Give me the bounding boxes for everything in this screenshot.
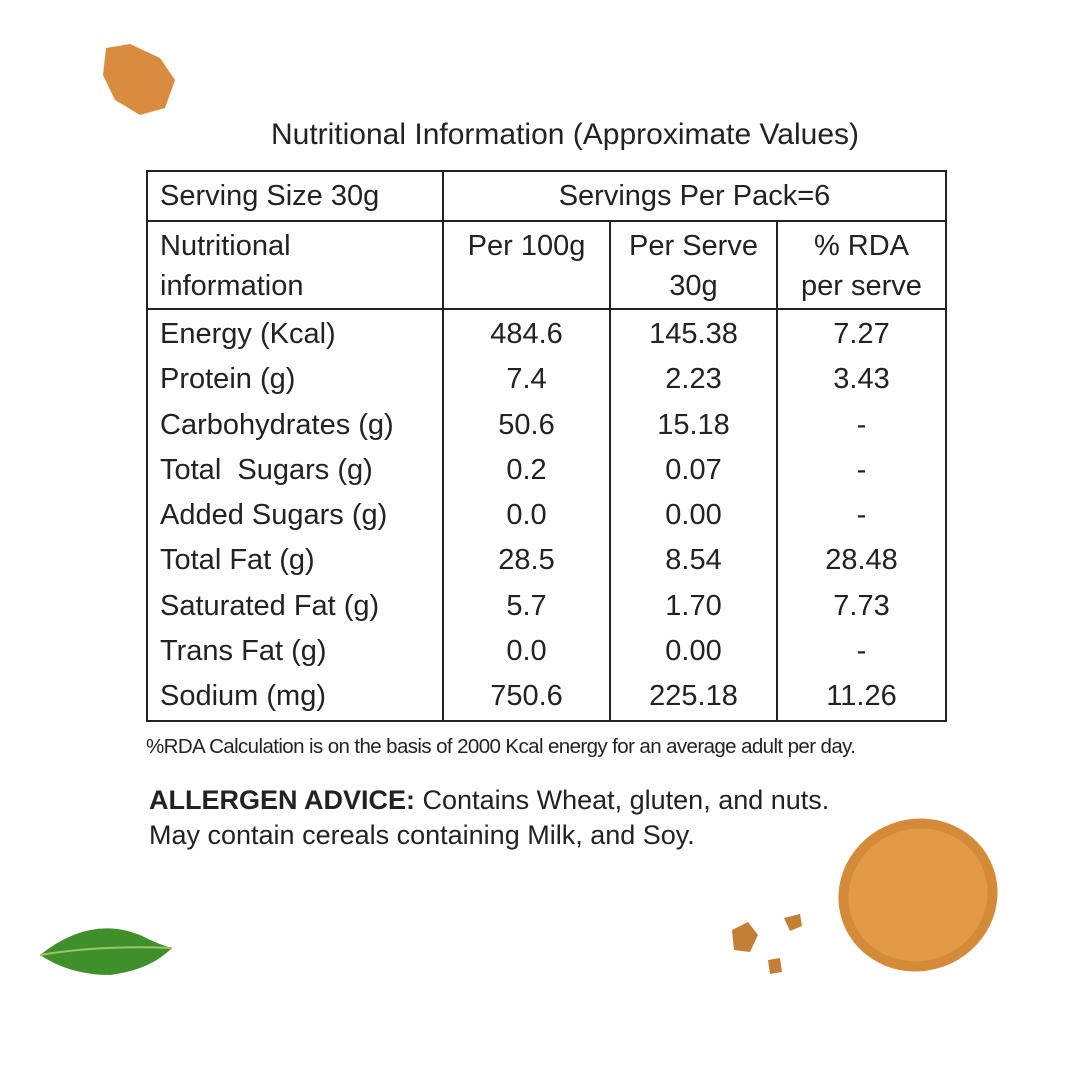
top-row: Serving Size 30g Servings Per Pack=6: [146, 170, 947, 222]
value-cell: 0.00: [609, 629, 778, 675]
value-cell: 750.6: [442, 674, 611, 722]
leaf-vein: [39, 946, 173, 956]
serving-size: Serving Size 30g: [146, 170, 444, 222]
footnote: %RDA Calculation is on the basis of 2000…: [146, 735, 856, 758]
data-row: Trans Fat (g) 0.0 0.00-: [146, 629, 947, 675]
value-cell: 225.18: [609, 674, 778, 722]
nutrient-name: Carbohydrates (g): [146, 402, 444, 448]
header-text: Per Serve: [629, 230, 758, 262]
header-text: 30g: [669, 270, 718, 302]
value-cell: 0.07: [609, 447, 778, 494]
value-cell: -: [776, 629, 947, 675]
header-cell: Per Serve 30g: [609, 220, 778, 310]
data-row: Carbohydrates (g) 50.6 15.18-: [146, 402, 947, 448]
nutrient-name: Total Fat (g): [146, 538, 444, 584]
data-row: Added Sugars (g) 0.0 0.00-: [146, 493, 947, 539]
crumb-image: [784, 914, 802, 931]
title: Nutritional Information (Approximate Val…: [270, 118, 860, 151]
nutrient-name: Protein (g): [146, 357, 444, 403]
value-cell: 28.5: [442, 538, 611, 584]
header-text: information: [160, 270, 304, 302]
nutrition-table: Serving Size 30g Servings Per Pack=6 Nut…: [146, 170, 947, 722]
data-row: Sodium (mg) 750.6 225.18 11.26: [146, 674, 947, 722]
value-cell: 28.48: [776, 538, 947, 584]
data-row: Total Sugars (g) 0.2 0.07-: [146, 447, 947, 494]
crumb-image: [103, 44, 175, 115]
value-cell: 1.70: [609, 583, 778, 630]
header-cell: % RDA per serve: [776, 220, 947, 310]
value-cell: 7.27: [776, 309, 947, 358]
value-cell: 50.6: [442, 402, 611, 448]
nutrient-name: Saturated Fat (g): [146, 583, 444, 630]
header-cell: Nutritional information: [146, 220, 444, 310]
value-cell: 0.00: [609, 493, 778, 539]
data-row: Protein (g) 7.4 2.23 3.43: [146, 357, 947, 403]
value-cell: 0.0: [442, 493, 611, 539]
data-row: Total Fat (g) 28.5 8.54 28.48: [146, 538, 947, 584]
header-row: Nutritional information Per 100g Per Serve 3…: [146, 220, 947, 310]
value-cell: 5.7: [442, 583, 611, 630]
allergen-advice: ALLERGEN ADVICE: Contains Wheat, gluten,…: [149, 783, 829, 853]
value-cell: 11.26: [776, 674, 947, 722]
cookie-center: [848, 828, 988, 962]
value-cell: 15.18: [609, 402, 778, 448]
header-text: Per 100g: [467, 230, 586, 262]
value-cell: 145.38: [609, 309, 778, 358]
header-text: Nutritional: [160, 230, 291, 262]
crumb-image: [768, 958, 782, 974]
value-cell: 0.0: [442, 629, 611, 675]
nutrient-name: Sodium (mg): [146, 674, 444, 722]
data-row: Saturated Fat (g) 5.7 1.70 7.73: [146, 583, 947, 630]
data-row: Energy (Kcal) 484.6 145.38 7.27: [146, 309, 947, 358]
nutrient-name: Total Sugars (g): [146, 447, 444, 494]
value-cell: 7.73: [776, 583, 947, 630]
nutrient-name: Trans Fat (g): [146, 629, 444, 675]
value-cell: 484.6: [442, 309, 611, 358]
value-cell: -: [776, 402, 947, 448]
value-cell: 3.43: [776, 357, 947, 403]
allergen-label: ALLERGEN ADVICE:: [149, 785, 416, 815]
value-cell: 8.54: [609, 538, 778, 584]
header-cell: Per 100g: [442, 220, 611, 310]
servings-per-pack: Servings Per Pack=6: [442, 170, 947, 222]
nutrient-name: Added Sugars (g): [146, 493, 444, 539]
value-cell: 2.23: [609, 357, 778, 403]
header-text: per serve: [801, 270, 922, 302]
nutrient-name: Energy (Kcal): [146, 309, 444, 358]
value-cell: -: [776, 447, 947, 494]
allergen-line: Contains Wheat, gluten, and nuts.: [422, 785, 830, 815]
leaf-image: [40, 928, 172, 975]
crumb-image: [732, 922, 758, 952]
header-text: % RDA: [813, 230, 910, 262]
value-cell: 7.4: [442, 357, 611, 403]
value-cell: -: [776, 493, 947, 539]
allergen-line: May contain cereals containing Milk, and…: [149, 820, 695, 850]
value-cell: 0.2: [442, 447, 611, 494]
